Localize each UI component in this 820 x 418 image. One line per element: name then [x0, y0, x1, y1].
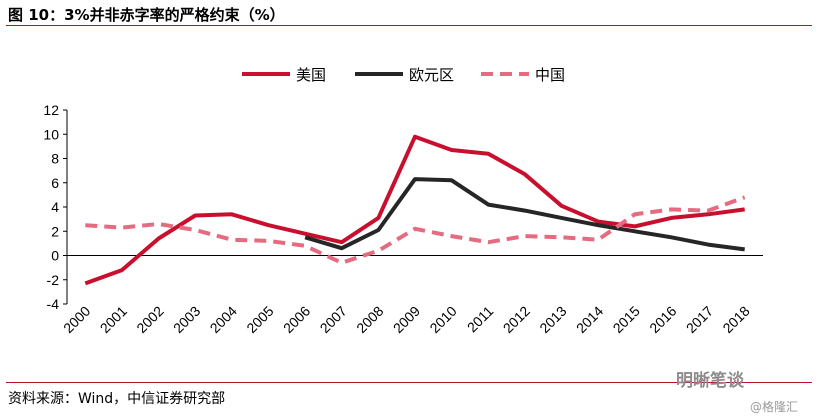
- x-tick-label: 2004: [207, 303, 240, 336]
- x-tick-label: 2017: [683, 303, 716, 336]
- x-tick-label: 2005: [243, 303, 276, 336]
- series-line-1: [304, 177, 745, 252]
- y-axis: -4 -2 0 2 4 6 8 10 12: [43, 102, 68, 312]
- x-tick-label: 2018: [719, 303, 752, 336]
- x-tick-label: 2003: [170, 303, 203, 336]
- series-line-0: [84, 134, 745, 286]
- y-tick-label: 2: [51, 223, 59, 239]
- x-tick-label: 2008: [353, 303, 386, 336]
- y-tick-label: -4: [47, 296, 60, 312]
- x-tick-label: 2006: [280, 303, 313, 336]
- x-axis: 2000 2001 2002 2003 2004 2005 2006 2007 2008 2009…: [60, 255, 763, 336]
- legend-label: 美国: [296, 66, 326, 84]
- chart-title: 图 10：3%并非赤字率的严格约束（%）: [8, 6, 285, 24]
- y-tick-label: 4: [51, 199, 59, 215]
- source-divider: [6, 382, 812, 383]
- x-tick-label: 2015: [610, 303, 643, 336]
- x-tick-label: 2010: [426, 303, 459, 336]
- legend-label: 欧元区: [409, 66, 454, 84]
- x-tick-label: 2014: [573, 303, 606, 336]
- y-tick-label: 10: [43, 126, 59, 142]
- y-tick-label: 8: [51, 151, 59, 167]
- title-divider: [6, 25, 812, 26]
- source-note: 资料来源：Wind，中信证券研究部: [8, 391, 226, 407]
- x-tick-label: 2001: [97, 303, 130, 336]
- series-line-2: [85, 195, 746, 265]
- y-tick-label: 12: [43, 102, 59, 118]
- x-tick-label: 2011: [464, 303, 497, 336]
- x-tick-label: 2016: [646, 303, 679, 336]
- x-tick-label: 2007: [317, 303, 350, 336]
- watermark-sub: @格隆汇: [750, 400, 799, 414]
- x-tick-label: 2002: [133, 303, 166, 336]
- series-group: [84, 134, 746, 286]
- x-tick-label: 2009: [390, 303, 423, 336]
- y-tick-label: 0: [51, 248, 59, 264]
- x-tick-label: 2012: [500, 303, 533, 336]
- x-tick-label: 2013: [536, 303, 569, 336]
- legend: 美国 欧元区 中国: [242, 66, 565, 84]
- y-tick-label: 6: [51, 175, 59, 191]
- watermark: 明晰笔谈: [676, 371, 744, 391]
- x-tick-label: 2000: [60, 303, 93, 336]
- y-tick-label: -2: [47, 272, 60, 288]
- legend-label: 中国: [535, 66, 565, 84]
